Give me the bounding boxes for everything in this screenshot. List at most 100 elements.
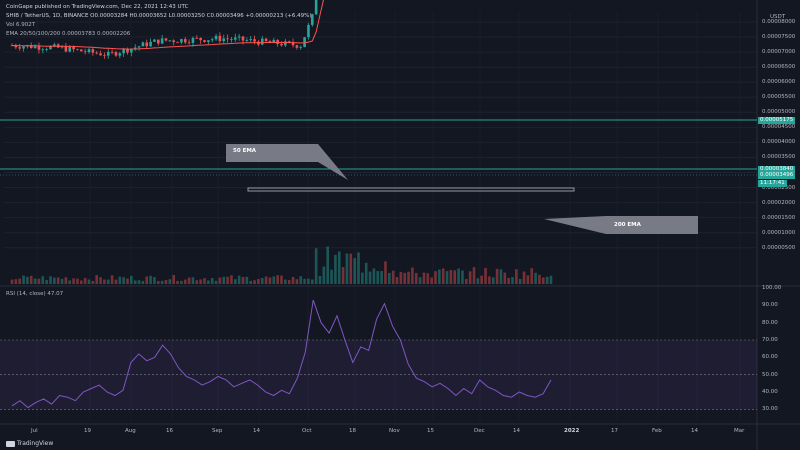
candle-body (245, 40, 249, 41)
volume-bar (195, 280, 199, 284)
volume-bar (364, 262, 368, 284)
volume-bar (291, 276, 295, 284)
volume-bar (276, 275, 279, 284)
candle-body (126, 48, 129, 53)
ema-lines (12, 0, 324, 50)
candle-body (241, 36, 245, 41)
candle-body (160, 38, 164, 44)
price-tick-label: 0.00005500 (762, 94, 796, 101)
rsi-band (0, 339, 757, 410)
volume-bar (488, 276, 491, 284)
candle-body (72, 46, 75, 50)
candle-body (37, 46, 41, 50)
volume-bar (457, 268, 460, 284)
volume-bar (515, 269, 518, 284)
rsi-tick-label: 70.00 (762, 337, 778, 343)
candle-body (22, 46, 25, 49)
tradingview-logo[interactable]: TradingView (6, 440, 53, 447)
candle-body (106, 51, 110, 56)
candle-body (272, 39, 276, 43)
ema50-line (12, 0, 324, 50)
candle-body (222, 38, 226, 42)
candle-body (264, 38, 268, 42)
volume-bar (187, 277, 191, 284)
volume-bar (29, 275, 33, 284)
candle-body (114, 52, 118, 56)
publisher-note: CoinGape published on TradingView.com, D… (6, 4, 189, 10)
symbol-ohlc-line[interactable]: SHIB / TetherUS, 1D, BINANCE O0.00003284… (6, 13, 312, 19)
rsi-legend[interactable]: RSI (14, close) 47.07 (6, 291, 64, 297)
volume-bar (322, 266, 326, 284)
candle-body (218, 35, 222, 42)
candle-body (130, 48, 133, 53)
volume-bar (249, 280, 252, 284)
volume-bar (176, 280, 179, 284)
volume-bar (530, 268, 534, 284)
volume-bars (10, 246, 553, 284)
candle-body (291, 42, 295, 46)
volume-legend[interactable]: Vol 6.902T (6, 22, 36, 28)
candle-body (118, 53, 122, 56)
candle-body (41, 49, 45, 51)
candle-body (68, 46, 72, 52)
volume-bar (334, 254, 337, 284)
volume-bar (26, 276, 29, 284)
volume-bar (407, 271, 410, 284)
volume-bar (538, 274, 541, 284)
volume-bar (214, 280, 218, 284)
volume-bar (503, 272, 507, 284)
ema50-callout (226, 144, 348, 180)
price-tick-label: 0.00000500 (762, 244, 796, 251)
tradingview-icon (6, 440, 15, 447)
candles (10, 0, 318, 59)
volume-bar (518, 278, 522, 284)
volume-bar (141, 280, 145, 284)
candle-body (157, 39, 160, 44)
volume-bar (311, 279, 314, 284)
candle-body (260, 38, 264, 45)
volume-bar (118, 276, 122, 284)
volume-bar (388, 272, 391, 284)
rsi-tick-label: 50.00 (762, 371, 778, 378)
ema-legend[interactable]: EMA 20/50/100/200 0.00003783 0.00002206 (6, 31, 131, 37)
volume-bar (476, 278, 480, 284)
volume-bar (110, 275, 114, 284)
volume-bar (53, 277, 56, 284)
volume-bar (449, 269, 453, 284)
volume-bar (91, 280, 95, 284)
candle-body (172, 40, 175, 42)
candle-body (311, 14, 314, 25)
volume-bar (180, 280, 183, 284)
candle-body (203, 40, 206, 42)
time-tick-label: 14 (513, 428, 520, 434)
volume-bar (95, 275, 98, 284)
time-tick-label: Dec (474, 428, 485, 434)
volume-bar (299, 276, 303, 284)
volume-bar (526, 275, 530, 284)
candle-body (199, 37, 202, 41)
rsi-tick-label: 60.00 (762, 354, 778, 361)
volume-bar (337, 251, 341, 284)
rsi-tick-label: 30.00 (762, 406, 778, 413)
candle-body (249, 39, 252, 41)
price-tick-label: 0.00003500 (762, 154, 796, 161)
volume-bar (160, 280, 164, 284)
volume-bar (122, 277, 125, 284)
candle-body (284, 41, 287, 46)
price-tag: 0.00003840 (758, 166, 796, 173)
volume-bar (372, 268, 376, 284)
candle-body (314, 0, 318, 15)
callout-shapes (226, 144, 698, 234)
volume-bar (395, 277, 399, 284)
volume-bar (368, 271, 372, 284)
price-axis-unit: USDT (770, 14, 786, 20)
candle-body (230, 39, 233, 40)
ema200-callout (544, 216, 698, 234)
volume-bar (307, 278, 310, 284)
volume-bar (149, 275, 152, 284)
volume-bar (522, 271, 526, 284)
candle-body (76, 49, 79, 51)
volume-bar (422, 272, 426, 284)
